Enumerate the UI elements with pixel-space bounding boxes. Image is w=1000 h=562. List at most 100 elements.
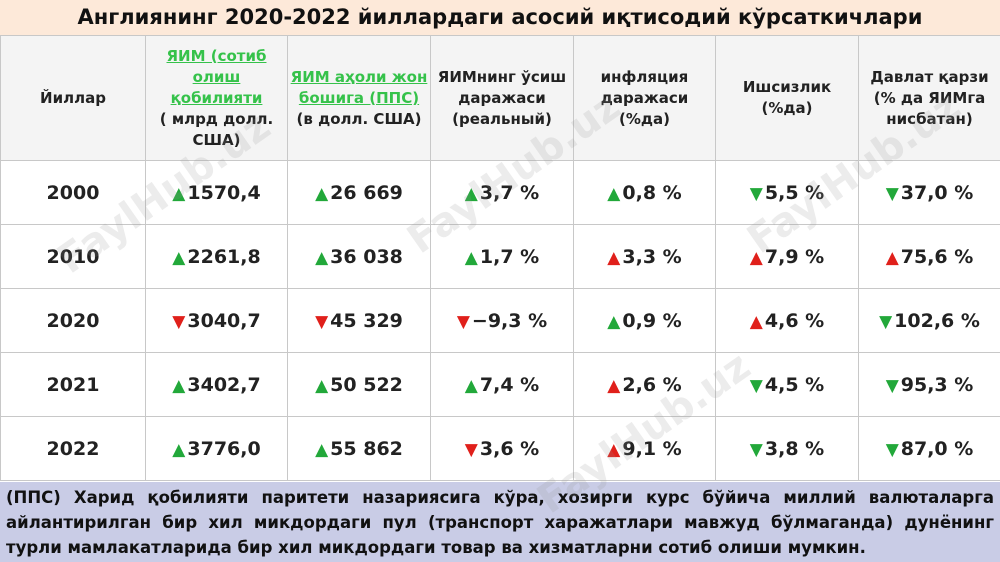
trend-arrow: ▲: [464, 375, 478, 396]
column-header: ЯИМ (сотиб олиш қобилияти( млрд долл. СШ…: [145, 35, 288, 161]
trend-arrow: ▲: [315, 183, 329, 204]
trend-arrow: ▲: [315, 375, 329, 396]
table: Йиллар ЯИМ (сотиб олиш қобилияти( млрд до…: [0, 35, 1000, 481]
cell-value: 102,6 %: [894, 309, 980, 332]
value-cell: ▲ 4,6 %: [715, 288, 859, 353]
value-cell: ▲ 2261,8: [145, 224, 288, 289]
trend-arrow: ▲: [464, 183, 478, 204]
trend-arrow: ▲: [172, 183, 186, 204]
value-cell: ▲ 26 669: [287, 160, 431, 225]
trend-arrow: ▼: [172, 311, 186, 332]
cell-value: 3,6 %: [479, 437, 540, 460]
trend-arrow: ▲: [172, 375, 186, 396]
trend-arrow: ▲: [464, 247, 478, 268]
value-cell: ▼ 37,0 %: [858, 160, 1000, 225]
value-cell: ▲ 3,7 %: [430, 160, 574, 225]
cell-value: 45 329: [330, 309, 403, 332]
trend-arrow: ▼: [315, 311, 329, 332]
cell-value: 0,9 %: [622, 309, 682, 332]
year-cell: 2022: [0, 416, 146, 481]
column-header: Йиллар: [0, 35, 146, 161]
cell-value: 5,5 %: [764, 181, 825, 204]
table-body: 2000 ▲ 1570,4 ▲ 26 669 ▲ 3,7 % ▲ 0,8 % ▼ 5,5 % ▼ 37,…: [0, 160, 1000, 481]
cell-value: 4,6 %: [764, 309, 825, 332]
trend-arrow: ▼: [885, 375, 899, 396]
value-cell: ▼ 3,6 %: [430, 416, 574, 481]
value-cell: ▲ 3776,0: [145, 416, 288, 481]
cell-value: 75,6 %: [900, 245, 974, 268]
table-row: 2022 ▲ 3776,0 ▲ 55 862 ▼ 3,6 % ▲ 9,1 % ▼ 3,8 % ▼ 87,…: [0, 416, 1000, 481]
cell-value: 50 522: [330, 373, 403, 396]
value-cell: ▼ 95,3 %: [858, 352, 1000, 417]
column-header: Давлат қарзи (% да ЯИМга нисбатан): [858, 35, 1000, 161]
column-header: ЯИМ аҳоли жон бошига (ППС) (в долл. США): [287, 35, 431, 161]
header-text: ( млрд долл. США): [159, 109, 274, 149]
cell-value: 3,7 %: [479, 181, 540, 204]
value-cell: ▲ 36 038: [287, 224, 431, 289]
trend-arrow: ▼: [749, 439, 763, 460]
trend-arrow: ▼: [456, 311, 470, 332]
trend-arrow: ▲: [749, 311, 763, 332]
value-cell: ▼ 102,6 %: [858, 288, 1000, 353]
cell-value: 1570,4: [187, 181, 261, 204]
value-cell: ▲ 7,4 %: [430, 352, 574, 417]
cell-value: 9,1 %: [622, 437, 682, 460]
value-cell: ▲ 0,8 %: [573, 160, 716, 225]
value-cell: ▲ 1570,4: [145, 160, 288, 225]
value-cell: ▼ 45 329: [287, 288, 431, 353]
header-link: ЯИМ (сотиб олиш қобилияти: [166, 46, 267, 107]
header-text: Давлат қарзи (% да ЯИМга нисбатан): [870, 67, 989, 128]
cell-value: 2,6 %: [622, 373, 682, 396]
cell-value: 3040,7: [187, 309, 261, 332]
cell-value: 4,5 %: [764, 373, 825, 396]
cell-value: 7,9 %: [764, 245, 825, 268]
column-header: Ишсизлик (%да): [715, 35, 859, 161]
cell-value: 3,8 %: [764, 437, 825, 460]
value-cell: ▼ 3040,7: [145, 288, 288, 353]
trend-arrow: ▲: [749, 247, 763, 268]
trend-arrow: ▼: [464, 439, 478, 460]
trend-arrow: ▼: [749, 183, 763, 204]
header-text: ЯИМнинг ўсиш даражаси (реальный): [437, 67, 567, 128]
trend-arrow: ▲: [607, 439, 621, 460]
year-cell: 2010: [0, 224, 146, 289]
cell-value: 3776,0: [187, 437, 261, 460]
column-header: ЯИМнинг ўсиш даражаси (реальный): [430, 35, 574, 161]
trend-arrow: ▼: [885, 183, 899, 204]
year-cell: 2000: [0, 160, 146, 225]
trend-arrow: ▼: [749, 375, 763, 396]
value-cell: ▲ 75,6 %: [858, 224, 1000, 289]
trend-arrow: ▼: [885, 439, 899, 460]
cell-value: 0,8 %: [622, 181, 682, 204]
header-row: Йиллар ЯИМ (сотиб олиш қобилияти( млрд до…: [0, 35, 1000, 161]
value-cell: ▲ 1,7 %: [430, 224, 574, 289]
value-cell: ▼ −9,3 %: [430, 288, 574, 353]
trend-arrow: ▲: [607, 311, 621, 332]
cell-value: 3,3 %: [622, 245, 682, 268]
value-cell: ▼ 5,5 %: [715, 160, 859, 225]
cell-value: 26 669: [330, 181, 403, 204]
trend-arrow: ▲: [607, 183, 621, 204]
cell-value: 1,7 %: [479, 245, 540, 268]
value-cell: ▲ 3402,7: [145, 352, 288, 417]
value-cell: ▼ 3,8 %: [715, 416, 859, 481]
title: Англиянинг 2020-2022 йиллардаги асосий и…: [0, 0, 1000, 35]
header-text: Йиллар: [40, 88, 106, 107]
trend-arrow: ▲: [172, 439, 186, 460]
table-row: 2010 ▲ 2261,8 ▲ 36 038 ▲ 1,7 % ▲ 3,3 % ▲ 7,9 % ▲ 75,…: [0, 224, 1000, 289]
value-cell: ▲ 2,6 %: [573, 352, 716, 417]
value-cell: ▲ 9,1 %: [573, 416, 716, 481]
footnote: (ППС) Харид қобилияти паритети назарияси…: [0, 482, 1000, 562]
cell-value: −9,3 %: [471, 309, 548, 332]
year-cell: 2020: [0, 288, 146, 353]
cell-value: 55 862: [330, 437, 403, 460]
value-cell: ▼ 87,0 %: [858, 416, 1000, 481]
cell-value: 87,0 %: [900, 437, 974, 460]
table-row: 2021 ▲ 3402,7 ▲ 50 522 ▲ 7,4 % ▲ 2,6 % ▼ 4,5 % ▼ 95,…: [0, 352, 1000, 417]
value-cell: ▼ 4,5 %: [715, 352, 859, 417]
trend-arrow: ▲: [607, 247, 621, 268]
value-cell: ▲ 55 862: [287, 416, 431, 481]
table-row: 2020 ▼ 3040,7 ▼ 45 329 ▼ −9,3 % ▲ 0,9 % ▲ 4,6 % ▼ 10…: [0, 288, 1000, 353]
cell-value: 2261,8: [187, 245, 261, 268]
